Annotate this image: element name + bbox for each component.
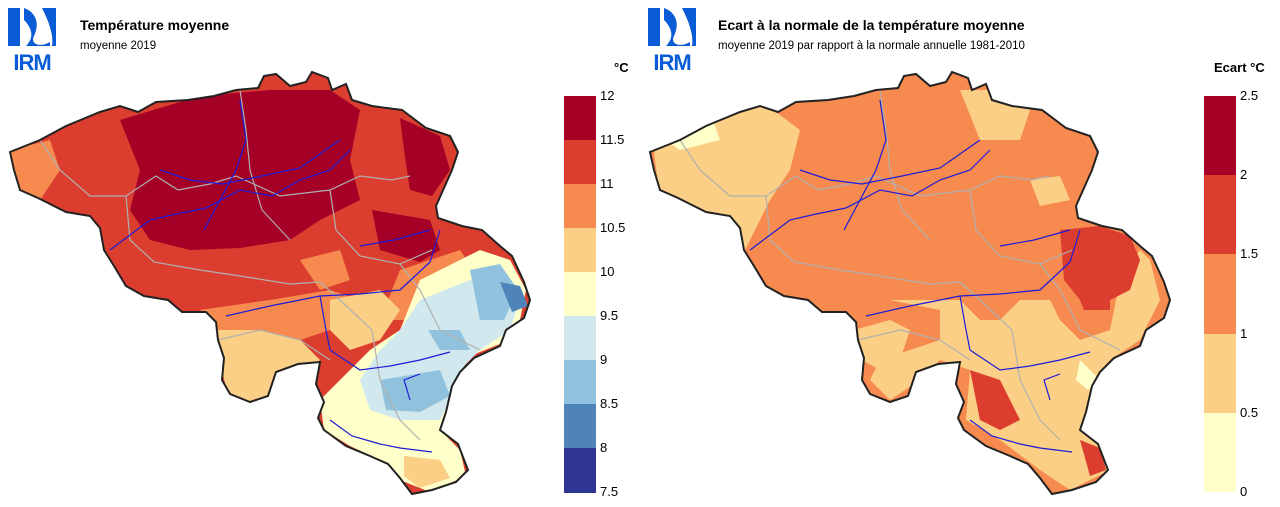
legend-swatch [564,228,596,273]
legend-swatch [1204,254,1236,335]
belgium-temperature-map [8,70,532,496]
legend-tick-label: 12 [600,88,615,103]
legend-swatch [564,96,596,141]
legend-swatch [1204,96,1236,176]
legend-swatch [1204,175,1236,255]
map-title: Température moyenne [80,17,230,33]
legend-swatch [564,360,596,405]
legend-swatch [564,316,596,361]
legend-swatch [564,272,596,317]
legend-swatch [564,184,596,229]
legend-tick-label: 9.5 [600,308,619,323]
legend-tick-label: 8.5 [600,396,619,411]
legend-swatch [1204,333,1236,414]
irm-logo: IRM [646,6,698,75]
irm-logo: IRM [6,6,58,75]
legend-tick-label: 9 [600,352,608,367]
temperature-anomaly-panel: IRM Ecart à la normale de la température… [640,0,1280,507]
legend-tick-label: 7.5 [600,484,619,499]
temperature-legend: 12 11.5 11 10.5 10 9.5 9 8.5 8 7.5 [564,88,625,499]
legend-tick-label: 1.5 [1240,246,1259,262]
legend-tick-label: 11 [600,176,614,191]
legend-swatch [564,140,596,185]
irm-logo-icon [8,8,56,46]
map-subtitle: moyenne 2019 par rapport à la normale an… [718,40,1025,52]
legend-tick-label: 0.5 [1240,404,1259,420]
legend-swatch [1204,412,1236,493]
legend-unit: °C [614,60,629,75]
legend-tick-label: 1 [1240,325,1248,341]
legend-swatch [564,404,596,449]
legend-tick-label: 2.5 [1240,88,1259,103]
legend-swatch [564,448,596,493]
legend-tick-label: 8 [600,440,608,455]
logo-text: IRM [653,50,691,75]
map-title: Ecart à la normale de la température moy… [718,17,1025,33]
legend-tick-label: 0 [1240,484,1248,499]
irm-logo-icon [648,8,696,46]
legend-tick-label: 10.5 [600,220,626,235]
map-subtitle: moyenne 2019 [80,40,157,52]
legend-unit: Ecart °C [1214,60,1265,75]
belgium-anomaly-map [648,70,1172,496]
legend-tick-label: 10 [600,264,615,279]
legend-tick-label: 11.5 [600,132,625,147]
mean-temperature-panel: IRM Température moyenne moyenne 2019 °C [6,6,629,499]
logo-text: IRM [13,50,51,75]
legend-tick-label: 2 [1240,167,1248,183]
anomaly-legend: 2.5 2 1.5 1 0.5 0 [1204,88,1258,499]
